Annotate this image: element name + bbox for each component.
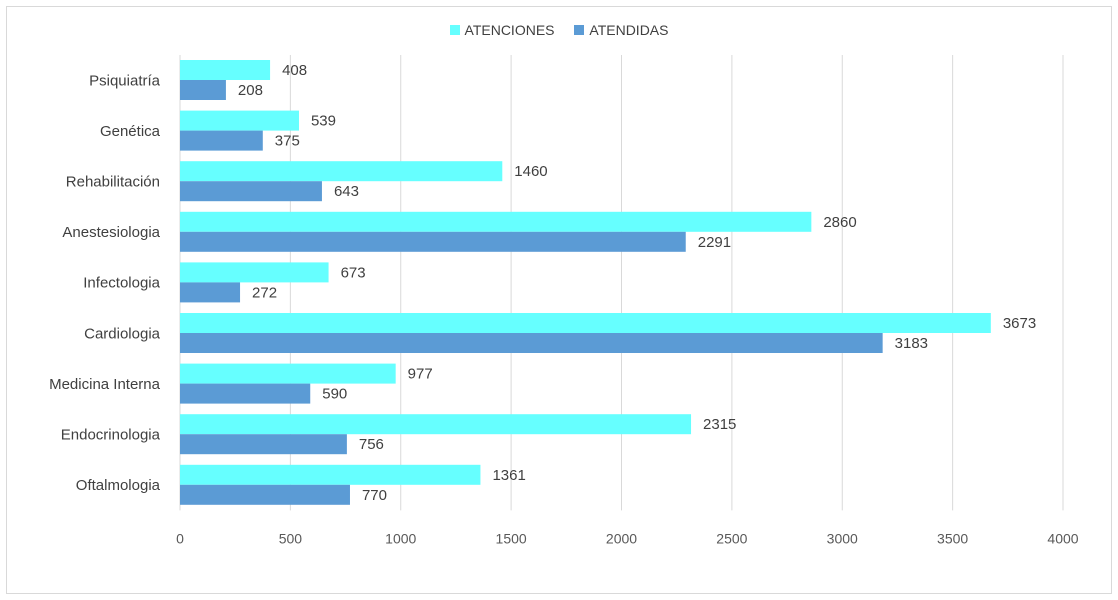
bar-atenciones <box>180 464 481 485</box>
category-label: Rehabilitación <box>66 174 160 191</box>
legend-swatch-atendidas <box>574 25 585 35</box>
data-labels: 408 208 539 375 1460 643 2860 2291 673 272 3673 318… <box>238 62 1036 504</box>
x-tick-label: 1000 <box>385 530 416 546</box>
bar-atenciones <box>180 110 299 131</box>
data-label: 673 <box>341 264 366 281</box>
bar-atenciones <box>180 211 812 232</box>
bar-atenciones <box>180 262 329 283</box>
data-label: 590 <box>322 386 347 403</box>
data-label: 756 <box>359 436 384 453</box>
x-tick-label: 4000 <box>1047 530 1078 546</box>
bar-atendidas <box>180 80 226 100</box>
bar-atendidas <box>180 181 322 202</box>
bar-atenciones <box>180 363 396 384</box>
bar-atendidas <box>180 333 883 353</box>
legend-label-atendidas: ATENDIDAS <box>589 22 669 38</box>
x-tick-label: 2500 <box>716 530 747 546</box>
data-label: 3183 <box>895 335 928 352</box>
data-label: 1460 <box>514 163 547 180</box>
data-label: 539 <box>311 113 336 130</box>
bar-atendidas <box>180 434 347 455</box>
x-tick-labels: 0 500 1000 1500 2000 2500 3000 3500 4000 <box>176 530 1079 546</box>
data-label: 977 <box>408 366 433 383</box>
category-label: Genética <box>100 123 161 140</box>
legend-label-atenciones: ATENCIONES <box>464 22 555 38</box>
category-label: Cardiologia <box>84 325 161 342</box>
x-tick-label: 2000 <box>606 530 637 546</box>
data-label: 643 <box>334 183 359 200</box>
bar-atenciones <box>180 60 271 80</box>
x-tick-label: 3500 <box>937 530 968 546</box>
category-label: Endocrinologia <box>61 427 161 444</box>
bar-atendidas <box>180 282 241 303</box>
data-label: 375 <box>275 133 300 150</box>
category-label: Anestesiologia <box>62 224 160 241</box>
bar-atendidas <box>180 130 263 151</box>
bar-atendidas <box>180 383 311 404</box>
legend-item-atendidas: ATENDIDAS <box>574 22 668 38</box>
data-label: 2291 <box>698 234 731 251</box>
category-label: Infectologia <box>83 275 160 292</box>
bars <box>180 60 991 505</box>
x-tick-label: 0 <box>176 530 184 546</box>
bar-atendidas <box>180 231 686 252</box>
data-label: 2315 <box>703 416 736 433</box>
x-tick-label: 1500 <box>496 530 527 546</box>
data-label: 272 <box>252 284 277 301</box>
bar-atenciones <box>180 313 991 333</box>
data-label: 408 <box>282 62 307 79</box>
x-tick-label: 500 <box>279 530 303 546</box>
x-tick-label: 3000 <box>827 530 858 546</box>
legend: ATENCIONES ATENDIDAS <box>0 22 1118 38</box>
bar-atenciones <box>180 161 503 182</box>
category-labels: Psiquiatría Genética Rehabilitación Anestes… <box>49 72 161 494</box>
category-label: Psiquiatría <box>89 72 161 89</box>
bar-atendidas <box>180 484 350 505</box>
legend-swatch-atenciones <box>449 25 460 35</box>
category-label: Oftalmologia <box>76 477 161 494</box>
legend-item-atenciones: ATENCIONES <box>449 22 555 38</box>
data-label: 208 <box>238 82 263 99</box>
bar-atenciones <box>180 414 692 435</box>
data-label: 1361 <box>492 467 525 484</box>
data-label: 3673 <box>1003 315 1036 332</box>
data-label: 770 <box>362 487 387 504</box>
data-label: 2860 <box>823 214 856 231</box>
category-label: Medicina Interna <box>49 376 161 393</box>
